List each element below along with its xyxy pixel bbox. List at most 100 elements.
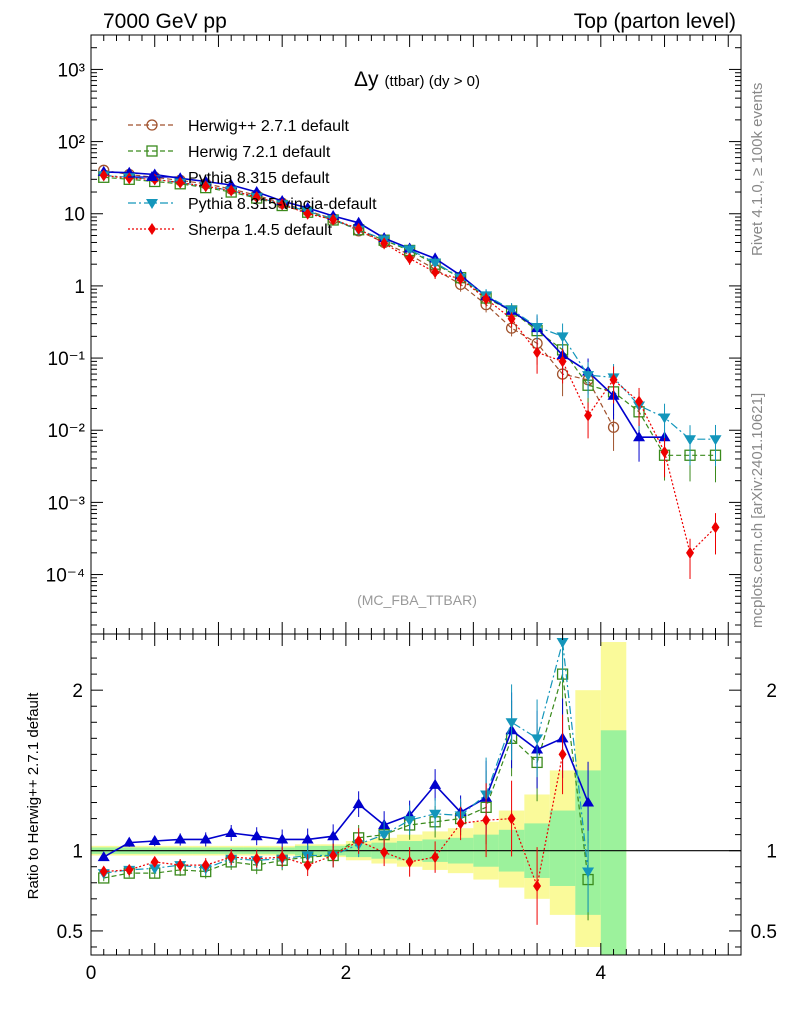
legend-label: Pythia 8.315 default bbox=[188, 170, 330, 187]
mcplots-label: mcplots.cern.ch [arXiv:2401.10621] bbox=[749, 393, 766, 628]
ratio-line-herwig721 bbox=[103, 673, 589, 880]
data-point-pythia bbox=[633, 431, 646, 442]
ratio-point-sherpa bbox=[252, 852, 261, 865]
header-right: Top (parton level) bbox=[574, 10, 736, 33]
legend-entry-pythia: Pythia 8.315 default bbox=[128, 170, 330, 187]
data-point-sherpa bbox=[99, 169, 108, 182]
plot-title: Δy (ttbar) (dy > 0) bbox=[354, 68, 480, 91]
ratio-point-vincia bbox=[403, 816, 416, 827]
ratio-point-sherpa bbox=[125, 863, 134, 876]
ratio-point-sherpa bbox=[380, 846, 389, 859]
legend-marker bbox=[148, 223, 156, 235]
data-point-sherpa bbox=[176, 176, 185, 189]
series-sherpa bbox=[99, 169, 720, 579]
ratio-point-pythia bbox=[352, 798, 365, 809]
y-tick-label: 10³ bbox=[58, 60, 85, 81]
data-point-vincia bbox=[531, 322, 544, 333]
y-tick-label: 10⁻¹ bbox=[48, 349, 86, 370]
data-point-sherpa bbox=[431, 266, 440, 279]
ratio-point-pythia bbox=[225, 827, 238, 838]
ratio-point-pythia bbox=[276, 833, 289, 844]
ratio-point-sherpa bbox=[558, 748, 567, 761]
data-point-sherpa bbox=[278, 198, 287, 211]
data-point-sherpa bbox=[609, 373, 618, 386]
data-point-pythia bbox=[352, 216, 365, 227]
analysis-watermark: (MC_FBA_TTBAR) bbox=[357, 592, 477, 608]
data-point-sherpa bbox=[201, 180, 210, 193]
ratio-y-tick-label-right: 0.5 bbox=[751, 922, 777, 943]
ratio-point-vincia bbox=[582, 867, 595, 878]
ratio-point-sherpa bbox=[99, 865, 108, 878]
x-tick-label: 2 bbox=[341, 963, 352, 984]
ratio-point-pythia bbox=[582, 796, 595, 807]
series-herwig721 bbox=[98, 171, 722, 483]
ratio-point-pythia bbox=[327, 830, 340, 841]
legend-label: Herwig 7.2.1 default bbox=[188, 144, 331, 161]
data-point-vincia bbox=[429, 258, 442, 269]
ratio-point-vincia bbox=[378, 830, 391, 841]
plot-title-rest: (ttbar) (dy > 0) bbox=[385, 73, 480, 90]
plot-title-main: Δy bbox=[354, 68, 379, 91]
ratio-point-pythia bbox=[429, 778, 442, 789]
ratio-plot-frame bbox=[90, 633, 742, 956]
data-point-sherpa bbox=[711, 521, 720, 534]
ratio-point-vincia bbox=[505, 718, 518, 729]
ratio-point-pythia bbox=[301, 833, 314, 844]
ratio-point-sherpa bbox=[329, 849, 338, 862]
legend: Herwig++ 2.7.1 default Herwig 7.2.1 defau… bbox=[128, 118, 377, 239]
data-point-sherpa bbox=[354, 222, 363, 235]
legend-marker bbox=[146, 119, 158, 131]
legend-label: Herwig++ 2.7.1 default bbox=[188, 118, 350, 135]
ratio-ylabel: Ratio to Herwig++ 2.7.1 default bbox=[25, 692, 42, 900]
ratio-point-sherpa bbox=[507, 812, 516, 825]
ratio-point-vincia bbox=[148, 864, 161, 875]
ratio-line-vincia bbox=[103, 641, 589, 874]
data-point-sherpa bbox=[227, 184, 236, 197]
x-tick-label: 4 bbox=[596, 963, 607, 984]
data-point-sherpa bbox=[482, 292, 491, 305]
ratio-line-pythia bbox=[103, 729, 589, 858]
ratio-point-sherpa bbox=[176, 859, 185, 872]
legend-marker bbox=[146, 171, 158, 181]
ratio-y-tick-label: 0.5 bbox=[57, 922, 83, 943]
data-point-vincia bbox=[709, 435, 722, 446]
ratio-point-pythia bbox=[199, 833, 212, 844]
ratio-y-tick-label: 1 bbox=[72, 842, 83, 863]
y-tick-label: 10² bbox=[58, 133, 85, 154]
legend-label: Pythia 8.315-vincia-default bbox=[188, 196, 377, 213]
header-left: 7000 GeV pp bbox=[103, 10, 227, 33]
data-point-sherpa bbox=[584, 409, 593, 422]
legend-entry-herwig721: Herwig 7.2.1 default bbox=[128, 144, 331, 161]
ratio-point-sherpa bbox=[278, 851, 287, 864]
y-tick-label: 10⁻⁴ bbox=[46, 566, 85, 587]
ratio-point-sherpa bbox=[482, 814, 491, 827]
legend-marker bbox=[146, 199, 158, 209]
y-tick-label: 10⁻² bbox=[48, 421, 86, 442]
data-point-sherpa bbox=[533, 346, 542, 359]
y-tick-label: 10 bbox=[64, 205, 85, 226]
data-point-sherpa bbox=[252, 191, 261, 204]
ratio-plot-marks bbox=[91, 634, 741, 955]
legend-marker bbox=[146, 145, 158, 157]
data-point-vincia bbox=[658, 413, 671, 424]
ratio-series-sherpa bbox=[99, 714, 567, 925]
data-point-sherpa bbox=[456, 272, 465, 285]
data-point-sherpa bbox=[686, 546, 695, 559]
y-tick-label: 1 bbox=[74, 277, 85, 298]
ratio-point-pythia bbox=[148, 835, 161, 846]
ratio-point-sherpa bbox=[431, 851, 440, 864]
ratio-point-sherpa bbox=[227, 851, 236, 864]
legend-label: Sherpa 1.4.5 default bbox=[188, 222, 333, 239]
legend-entry-sherpa: Sherpa 1.4.5 default bbox=[128, 222, 333, 239]
ratio-point-pythia bbox=[250, 830, 263, 841]
rivet-version-label: Rivet 4.1.0, ≥ 100k events bbox=[749, 83, 766, 256]
x-tick-label: 0 bbox=[86, 963, 97, 984]
data-point-sherpa bbox=[558, 355, 567, 368]
ratio-point-vincia bbox=[429, 809, 442, 820]
series-pythia bbox=[97, 165, 671, 463]
data-point-vincia bbox=[505, 305, 518, 316]
data-point-sherpa bbox=[660, 445, 669, 458]
ratio-point-pythia bbox=[97, 851, 110, 862]
uncertainty-band-inner bbox=[600, 730, 627, 955]
data-point-sherpa bbox=[635, 395, 644, 408]
